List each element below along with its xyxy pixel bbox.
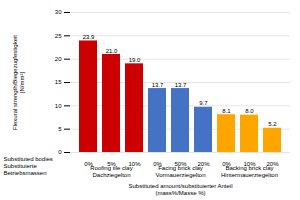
svg-text:8.1: 8.1: [222, 108, 231, 114]
svg-text:19.0: 19.0: [129, 57, 141, 63]
svg-text:Substituted bodiesSubstituiert: Substituted bodiesSubstituierteBetriebsm…: [4, 156, 53, 176]
svg-text:15: 15: [55, 79, 62, 85]
svg-text:20: 20: [55, 56, 62, 62]
svg-text:20%: 20%: [266, 160, 279, 167]
svg-text:20%: 20%: [197, 160, 210, 167]
svg-text:13.7: 13.7: [152, 82, 164, 88]
svg-text:5.2: 5.2: [268, 121, 277, 127]
svg-text:0%: 0%: [84, 160, 93, 167]
svg-text:8.0: 8.0: [245, 108, 254, 114]
svg-text:0: 0: [58, 149, 62, 155]
svg-text:9.7: 9.7: [199, 100, 208, 106]
svg-text:0%: 0%: [222, 160, 231, 167]
svg-text:10%: 10%: [243, 160, 256, 167]
svg-text:Flexural strength/Biegezugfest: Flexural strength/Biegezugfestigkeit[N/m…: [12, 35, 25, 130]
svg-text:50%: 50%: [174, 160, 187, 167]
svg-text:Roofing tile clayDachziegelton: Roofing tile clayDachziegelton: [90, 165, 132, 178]
svg-text:30: 30: [55, 9, 62, 15]
svg-text:10%: 10%: [128, 160, 141, 167]
svg-text:23.9: 23.9: [83, 34, 95, 40]
svg-text:Backing brick clayHintermauerz: Backing brick clayHintermauerziegelton: [221, 165, 278, 178]
svg-text:Facing brick clayVormauerziege: Facing brick clayVormauerziegelton: [155, 165, 205, 178]
svg-text:13.7: 13.7: [175, 82, 187, 88]
svg-text:Substituted amount/substituier: Substituted amount/substituierter Anteil…: [128, 183, 232, 196]
svg-text:5%: 5%: [107, 160, 116, 167]
svg-text:10: 10: [55, 103, 62, 109]
svg-text:25: 25: [55, 33, 62, 39]
svg-text:5: 5: [58, 126, 62, 132]
svg-text:0%: 0%: [153, 160, 162, 167]
svg-text:21.0: 21.0: [106, 48, 118, 54]
